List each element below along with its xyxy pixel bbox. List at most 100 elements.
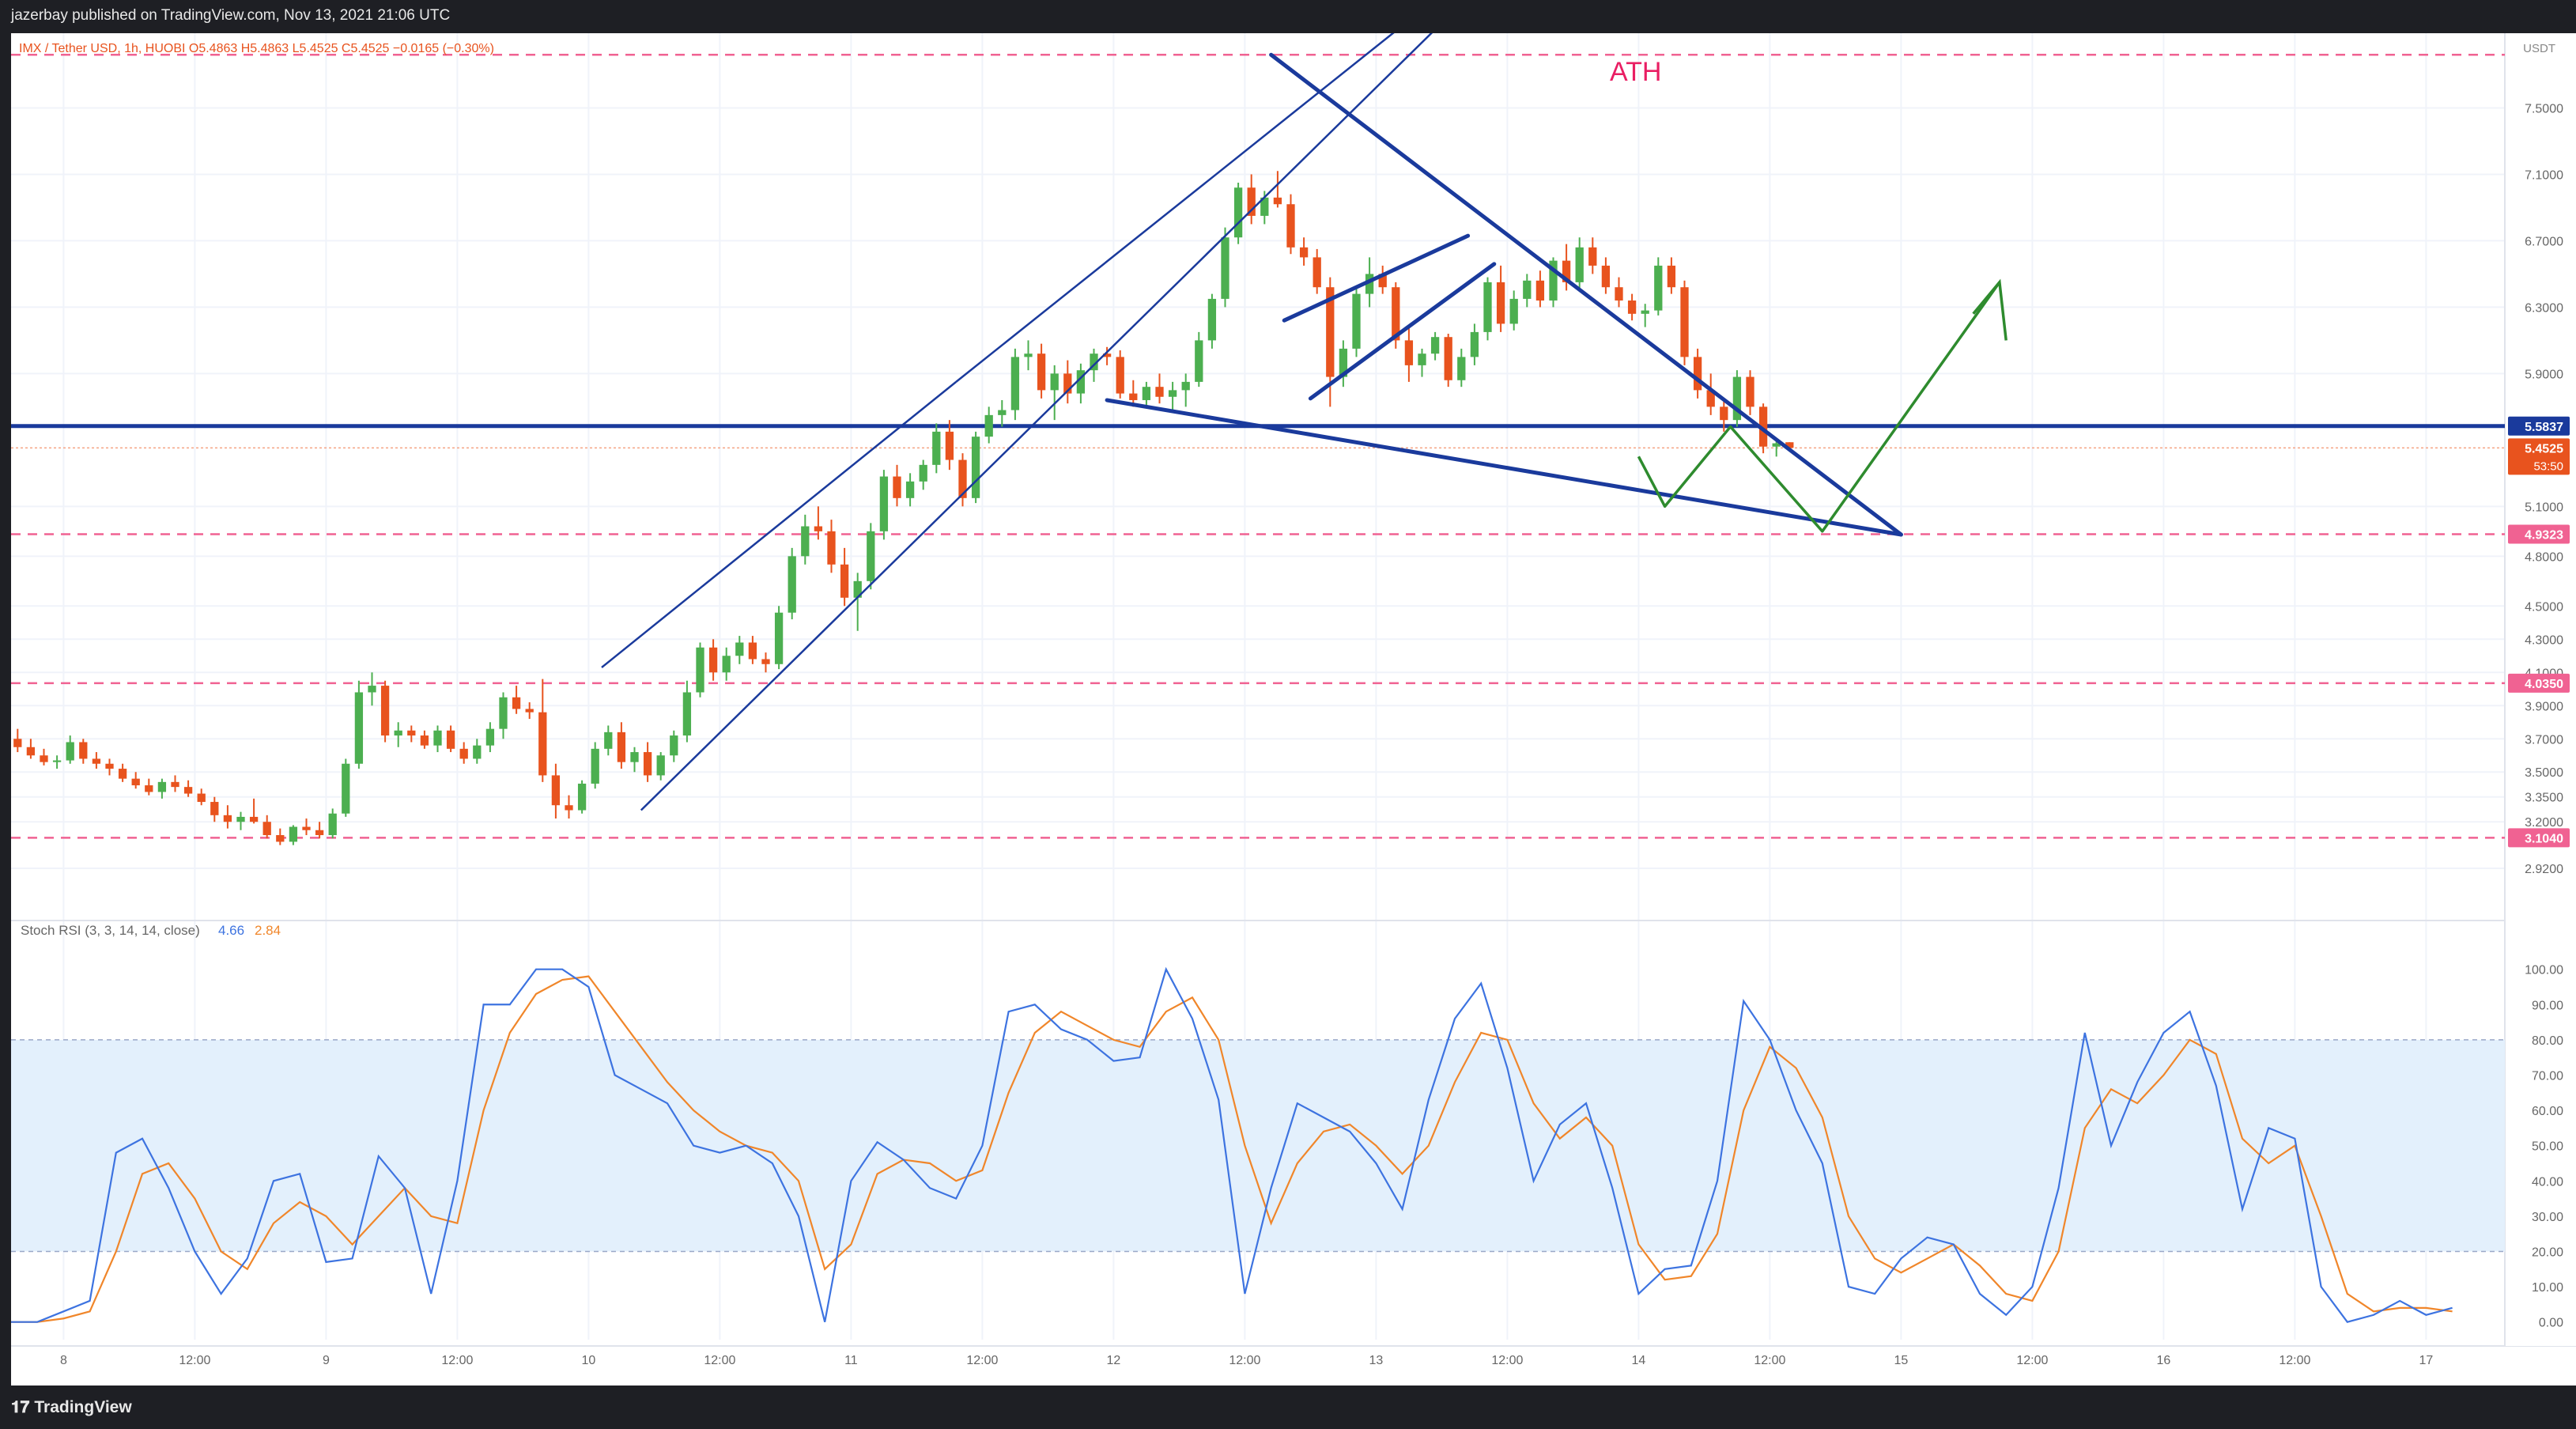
price-tick-label: 2.9200 — [2525, 863, 2563, 876]
channel-upper-line — [601, 380, 957, 668]
candle-body — [1207, 298, 1217, 341]
candle-body — [945, 431, 954, 460]
projection-arrowhead — [1972, 278, 2008, 341]
candle-body — [1549, 260, 1558, 301]
candle-body — [1024, 353, 1033, 357]
stoch-tick-label: 100.00 — [2525, 964, 2563, 977]
time-tick-label: 10 — [582, 1354, 596, 1367]
stoch-k-value: 4.66 — [218, 923, 244, 938]
candle-body — [774, 612, 784, 664]
candle-body — [223, 815, 232, 822]
triangle-lower-line — [1105, 398, 1903, 537]
candle-body — [52, 760, 62, 762]
candle-body — [420, 735, 429, 746]
candle-body — [1247, 187, 1256, 216]
time-tick-label: 12 — [1107, 1354, 1121, 1367]
candle-body — [1129, 393, 1138, 400]
candle-body — [801, 526, 810, 557]
time-tick-label: 14 — [1632, 1354, 1646, 1367]
time-tick-label: 17 — [2419, 1354, 2434, 1367]
candle-body — [1444, 337, 1452, 380]
candle-body — [722, 656, 731, 673]
publish-header: jazerbay published on TradingView.com, N… — [0, 0, 2576, 33]
price-chart[interactable]: USDT 7.5000 7.1000 6.7000 6.3000 5.9000 5.1000… — [11, 0, 2576, 1386]
candle-body — [183, 787, 193, 794]
candle-body — [1339, 348, 1348, 377]
candle-body — [1772, 443, 1781, 447]
price-tick-label: 4.5000 — [2525, 600, 2563, 614]
price-tick-label: 4.8000 — [2525, 550, 2563, 564]
candle-body — [1221, 237, 1229, 299]
currency-label: USDT — [2523, 42, 2555, 55]
candle-body — [840, 564, 849, 598]
candle-body — [302, 826, 311, 830]
stoch-d-line — [11, 975, 2453, 1323]
stoch-d-value: 2.84 — [255, 923, 281, 938]
candle-body — [1090, 353, 1098, 371]
candle-body — [1732, 376, 1742, 421]
level-price-label: 4.9323 — [2525, 529, 2563, 542]
triangle-upper-line — [1269, 52, 1903, 537]
candles — [13, 171, 1794, 845]
time-tick-label: 12:00 — [704, 1354, 735, 1367]
stoch-tick-label: 70.00 — [2532, 1069, 2563, 1083]
candle-body — [682, 692, 692, 736]
candle-body — [92, 758, 101, 764]
candle-body — [1627, 301, 1637, 314]
candle-body — [604, 732, 613, 749]
candle-body — [525, 709, 534, 713]
candle-body — [565, 805, 573, 811]
stoch-tick-label: 40.00 — [2532, 1175, 2563, 1189]
candle-body — [1509, 298, 1518, 324]
candle-body — [328, 813, 337, 836]
stoch-tick-label: 50.00 — [2532, 1140, 2563, 1154]
candle-body — [263, 822, 271, 836]
candle-body — [617, 732, 626, 762]
candle-body — [1693, 357, 1702, 391]
level-price-label: 3.1040 — [2525, 832, 2563, 845]
candle-body — [289, 826, 298, 842]
candle-body — [1313, 257, 1321, 288]
candle-body — [1680, 287, 1689, 357]
tradingview-logo-icon: 𝟏𝟕 — [11, 1398, 30, 1416]
candle-body — [197, 793, 206, 803]
time-tick-label: 11 — [844, 1354, 858, 1367]
candle-body — [1365, 274, 1374, 294]
stoch-tick-label: 90.00 — [2532, 999, 2563, 1012]
candle-body — [1601, 265, 1611, 288]
price-tick-label: 3.9000 — [2525, 700, 2563, 713]
candle-body — [538, 712, 547, 776]
candle-body — [210, 802, 219, 815]
tradingview-brand[interactable]: 𝟏𝟕 TradingView — [11, 1398, 132, 1417]
chart-canvas[interactable]: USDT 7.5000 7.1000 6.7000 6.3000 5.9000 5.1000… — [11, 0, 2576, 1386]
time-tick-label: 12:00 — [441, 1354, 473, 1367]
candle-body — [853, 580, 862, 598]
candle-body — [1155, 387, 1164, 397]
candle-body — [1523, 280, 1532, 299]
level-price-tag — [2508, 524, 2570, 544]
candle-body — [1326, 287, 1335, 377]
candle-body — [236, 816, 245, 822]
level-price-tag — [2508, 828, 2570, 848]
candle-body — [145, 785, 153, 792]
candle-body — [1076, 370, 1086, 394]
candle-body — [1181, 381, 1190, 391]
candle-body — [1496, 282, 1505, 324]
candle-body — [276, 835, 285, 842]
candle-body — [958, 459, 967, 498]
candle-body — [79, 742, 88, 759]
candle-body — [1418, 353, 1426, 365]
candle-body — [577, 783, 587, 811]
time-tick-label: 9 — [323, 1354, 330, 1367]
stoch-tick-label: 80.00 — [2532, 1034, 2563, 1048]
candle-body — [879, 476, 889, 531]
candle-body — [1746, 376, 1754, 407]
time-tick-label: 15 — [1894, 1354, 1909, 1367]
candle-body — [1404, 340, 1414, 365]
time-tick-label: 12:00 — [966, 1354, 998, 1367]
candle-body — [66, 742, 74, 761]
candle-body — [485, 728, 495, 746]
candle-body — [867, 531, 875, 581]
candle-body — [13, 739, 22, 747]
candle-body — [1116, 357, 1124, 394]
